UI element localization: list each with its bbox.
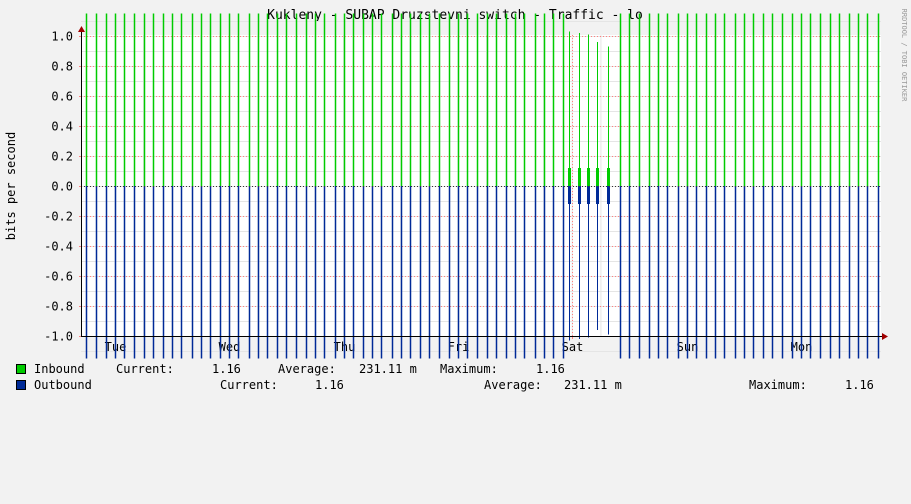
inbound-sat-band <box>607 168 610 186</box>
outbound-maximum-value: 1.16 <box>845 378 874 392</box>
inbound-current-label: Current: <box>116 362 174 376</box>
inbound-sat-band <box>587 168 590 186</box>
y-tick-label: 0.4 <box>51 120 73 134</box>
inbound-sat-band <box>578 168 581 186</box>
x-axis-arrow <box>882 333 888 340</box>
legend-inbound: Inbound Current: 1.16 Average: 231.11 m … <box>16 362 565 376</box>
y-tick-label: -1.0 <box>44 330 73 344</box>
inbound-average-label: Average: <box>278 362 336 376</box>
y-tick-label: 0.6 <box>51 90 73 104</box>
inbound-sat-band <box>568 168 571 186</box>
y-axis-label: bits per second <box>4 132 18 240</box>
traffic-chart: Kukleny - SUBAP Druzstevni switch - Traf… <box>4 8 908 359</box>
rrdtool-watermark: RRDTOOL / TOBI OETIKER <box>900 9 908 103</box>
plot-canvas <box>81 35 881 336</box>
y-tick-label: -0.6 <box>44 270 73 284</box>
inbound-label: Inbound <box>34 362 85 376</box>
y-tick-label: -0.2 <box>44 210 73 224</box>
y-tick-label: 0.2 <box>51 150 73 164</box>
legend-outbound: Outbound Current: 1.16 Average: 231.11 m… <box>16 378 874 392</box>
y-tick-label: -0.8 <box>44 300 73 314</box>
inbound-sat-band <box>596 168 599 186</box>
inbound-average-value: 231.11 m <box>359 362 417 376</box>
inbound-maximum-value: 1.16 <box>536 362 565 376</box>
outbound-sat-band <box>607 186 610 204</box>
chart-title: Kukleny - SUBAP Druzstevni switch - Traf… <box>267 8 643 23</box>
outbound-sat-band <box>578 186 581 204</box>
outbound-sat-band <box>568 186 571 204</box>
inbound-swatch <box>16 364 26 374</box>
outbound-sat-band <box>596 186 599 204</box>
y-tick-label: 0.0 <box>51 180 73 194</box>
y-tick-label: -0.4 <box>44 240 73 254</box>
outbound-average-value: 231.11 m <box>564 378 622 392</box>
inbound-maximum-label: Maximum: <box>440 362 498 376</box>
outbound-sat-band <box>587 186 590 204</box>
outbound-average-label: Average: <box>484 378 542 392</box>
inbound-current-value: 1.16 <box>212 362 241 376</box>
outbound-current-value: 1.16 <box>315 378 344 392</box>
x-tick-label: Sat <box>562 340 584 354</box>
outbound-current-label: Current: <box>220 378 278 392</box>
outbound-label: Outbound <box>34 378 92 392</box>
plot-area: Tue Wed Thu Fri Sat Sun Mon1.00.80.60.40.20.0-… <box>44 13 888 359</box>
y-axis-arrow <box>78 26 85 32</box>
y-tick-label: 1.0 <box>51 30 73 44</box>
outbound-swatch <box>16 380 26 390</box>
y-tick-label: 0.8 <box>51 60 73 74</box>
outbound-maximum-label: Maximum: <box>749 378 807 392</box>
